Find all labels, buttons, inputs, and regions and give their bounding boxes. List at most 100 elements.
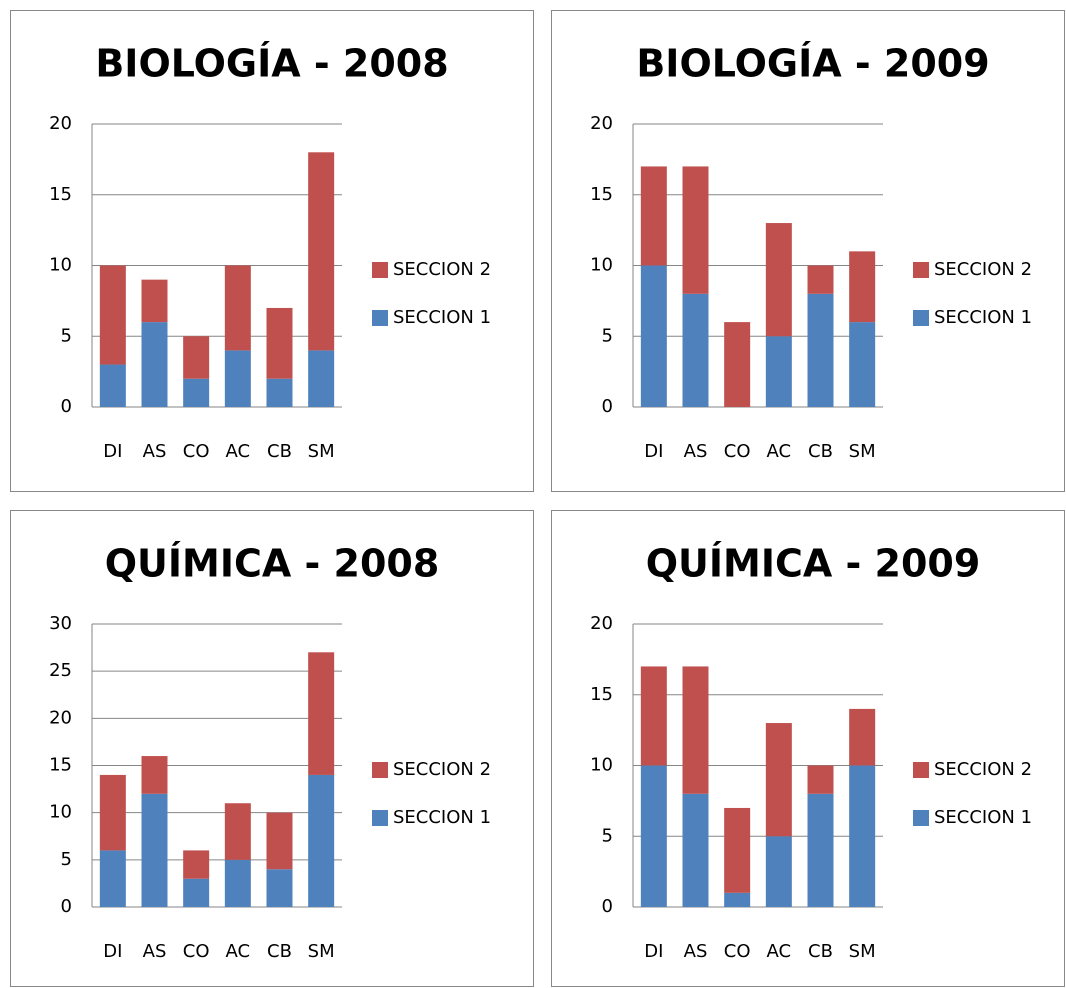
chart-title: QUÍMICA - 2009 xyxy=(646,542,981,586)
legend-label: SECCION 1 xyxy=(934,807,1032,828)
x-tick-label: AS xyxy=(684,441,708,462)
bar xyxy=(682,793,709,907)
x-tick-label: CO xyxy=(724,941,751,962)
bar xyxy=(765,336,792,407)
bar xyxy=(849,708,876,766)
bar xyxy=(765,836,792,907)
legend-swatch xyxy=(372,762,388,778)
legend-label: SECCION 2 xyxy=(393,259,491,280)
y-tick-label: 0 xyxy=(61,896,72,917)
chart-title: QUÍMICA - 2008 xyxy=(105,542,440,586)
bar xyxy=(141,793,168,907)
legend-label: SECCION 1 xyxy=(934,307,1032,328)
y-tick-label: 5 xyxy=(61,849,72,870)
chart-panel: BIOLOGÍA - 2008 0 5 10 15 20 DI AS CO AC CB SM SECCI… xyxy=(10,10,534,492)
bar xyxy=(183,850,210,879)
x-tick-label: DI xyxy=(103,441,122,462)
bar xyxy=(640,765,667,907)
x-tick-label: SM xyxy=(308,441,335,462)
bar xyxy=(266,378,293,407)
bar xyxy=(849,765,876,907)
bar xyxy=(99,265,126,365)
bar xyxy=(141,322,168,407)
x-tick-label: AC xyxy=(767,441,792,462)
bar xyxy=(308,152,335,351)
x-tick-label: CB xyxy=(267,941,292,962)
x-tick-label: SM xyxy=(849,941,876,962)
legend-swatch xyxy=(372,262,388,278)
y-tick-label: 20 xyxy=(49,113,72,134)
bar xyxy=(640,666,667,766)
y-tick-label: 20 xyxy=(590,113,613,134)
bar xyxy=(682,166,709,294)
legend-label: SECCION 2 xyxy=(934,259,1032,280)
bar xyxy=(183,378,210,407)
bar xyxy=(141,279,168,323)
y-tick-label: 0 xyxy=(602,896,613,917)
legend-label: SECCION 1 xyxy=(393,807,491,828)
bar xyxy=(807,293,834,407)
bar xyxy=(682,293,709,407)
legend-label: SECCION 2 xyxy=(393,759,491,780)
y-tick-label: 10 xyxy=(590,755,613,776)
y-tick-label: 20 xyxy=(590,613,613,634)
legend-swatch xyxy=(913,810,929,826)
x-tick-label: AS xyxy=(684,941,708,962)
x-tick-label: DI xyxy=(103,941,122,962)
x-tick-label: AC xyxy=(226,441,251,462)
bar xyxy=(224,859,251,907)
bar xyxy=(183,878,210,907)
panel-border xyxy=(10,10,534,492)
legend-swatch xyxy=(372,810,388,826)
bar xyxy=(99,850,126,907)
x-tick-label: CO xyxy=(183,441,210,462)
y-tick-label: 10 xyxy=(49,255,72,276)
x-tick-label: CO xyxy=(724,441,751,462)
bar xyxy=(99,364,126,407)
x-tick-label: AS xyxy=(143,941,167,962)
y-tick-label: 15 xyxy=(590,184,613,205)
legend-swatch xyxy=(372,310,388,326)
bar xyxy=(266,812,293,870)
y-tick-label: 25 xyxy=(49,660,72,681)
x-tick-label: CB xyxy=(808,941,833,962)
bar xyxy=(807,793,834,907)
bar xyxy=(807,265,834,294)
x-tick-label: DI xyxy=(644,441,663,462)
y-tick-label: 15 xyxy=(49,184,72,205)
y-tick-label: 0 xyxy=(602,396,613,417)
y-tick-label: 30 xyxy=(49,613,72,634)
y-tick-label: 15 xyxy=(49,755,72,776)
bar xyxy=(807,765,834,794)
legend-label: SECCION 1 xyxy=(393,307,491,328)
y-tick-label: 15 xyxy=(590,684,613,705)
y-tick-label: 20 xyxy=(49,707,72,728)
bar xyxy=(724,322,751,407)
bar xyxy=(724,807,751,893)
bar xyxy=(99,774,126,851)
bar xyxy=(224,803,251,860)
bar xyxy=(765,723,792,837)
bar xyxy=(308,652,335,775)
legend-swatch xyxy=(913,310,929,326)
bar xyxy=(308,774,335,907)
y-tick-label: 10 xyxy=(49,802,72,823)
x-tick-label: AC xyxy=(226,941,251,962)
bar xyxy=(849,322,876,407)
bar xyxy=(640,166,667,266)
bar xyxy=(308,350,335,407)
chart-title: BIOLOGÍA - 2009 xyxy=(636,42,989,86)
y-tick-label: 5 xyxy=(602,325,613,346)
y-tick-label: 5 xyxy=(61,325,72,346)
legend-label: SECCION 2 xyxy=(934,759,1032,780)
y-tick-label: 0 xyxy=(61,396,72,417)
chart-panel: BIOLOGÍA - 2009 0 5 10 15 20 DI AS CO AC CB SM SECCI… xyxy=(551,10,1065,492)
bar xyxy=(224,265,251,351)
y-tick-label: 10 xyxy=(590,255,613,276)
x-tick-label: CB xyxy=(267,441,292,462)
legend-swatch xyxy=(913,262,929,278)
bar xyxy=(266,307,293,379)
x-tick-label: AS xyxy=(143,441,167,462)
